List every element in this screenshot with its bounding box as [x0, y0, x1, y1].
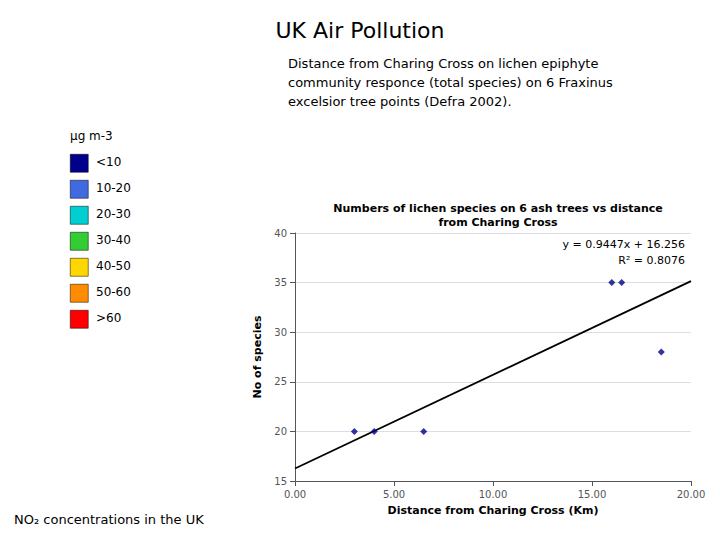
- svg-text:Distance from Charing Cross (K: Distance from Charing Cross (Km): [388, 504, 599, 517]
- svg-text:20: 20: [274, 426, 287, 437]
- svg-text:community responce (total spec: community responce (total species) on 6 …: [288, 75, 613, 90]
- svg-text:excelsior tree points (Defra 2: excelsior tree points (Defra 2002).: [288, 94, 512, 109]
- svg-text:R² = 0.8076: R² = 0.8076: [618, 254, 685, 267]
- svg-text:30-40: 30-40: [96, 233, 131, 247]
- svg-text:from Charing Cross: from Charing Cross: [438, 216, 558, 229]
- svg-text:No of species: No of species: [251, 315, 264, 398]
- svg-text:25: 25: [274, 376, 287, 387]
- svg-text:NO₂ concentrations in the UK: NO₂ concentrations in the UK: [14, 512, 204, 527]
- svg-text:μg m-3: μg m-3: [70, 129, 113, 143]
- svg-text:0.00: 0.00: [284, 489, 306, 500]
- svg-text:5.00: 5.00: [383, 489, 405, 500]
- svg-text:35: 35: [274, 277, 287, 288]
- svg-text:50-60: 50-60: [96, 285, 131, 299]
- svg-text:10-20: 10-20: [96, 181, 131, 195]
- svg-text:10.00: 10.00: [479, 489, 508, 500]
- svg-text:40-50: 40-50: [96, 259, 131, 273]
- svg-text:>60: >60: [96, 311, 121, 325]
- svg-text:UK Air Pollution: UK Air Pollution: [276, 18, 445, 43]
- svg-text:<10: <10: [96, 155, 121, 169]
- svg-text:20.00: 20.00: [677, 489, 706, 500]
- svg-text:30: 30: [274, 327, 287, 338]
- svg-text:20-30: 20-30: [96, 207, 131, 221]
- svg-text:Distance from Charing Cross on: Distance from Charing Cross on lichen ep…: [288, 56, 598, 71]
- svg-text:Numbers of lichen species on 6: Numbers of lichen species on 6 ash trees…: [333, 202, 662, 215]
- svg-text:15: 15: [274, 476, 287, 487]
- svg-text:15.00: 15.00: [578, 489, 607, 500]
- svg-text:y = 0.9447x + 16.256: y = 0.9447x + 16.256: [563, 238, 685, 251]
- svg-text:40: 40: [274, 228, 287, 239]
